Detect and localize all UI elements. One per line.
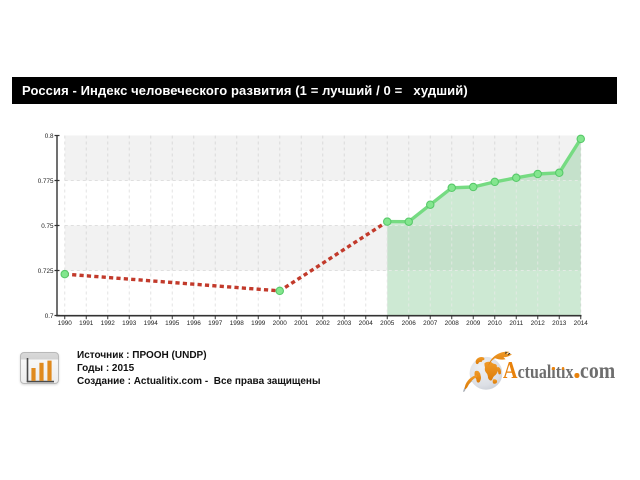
- svg-text:1997: 1997: [208, 320, 223, 327]
- svg-text:0.7: 0.7: [45, 313, 54, 320]
- svg-text:1999: 1999: [251, 320, 266, 327]
- svg-text:2005: 2005: [380, 320, 395, 327]
- svg-text:1991: 1991: [79, 320, 94, 327]
- svg-text:2001: 2001: [294, 320, 309, 327]
- svg-text:1996: 1996: [187, 320, 202, 327]
- svg-text:2000: 2000: [273, 320, 288, 327]
- svg-text:0.8: 0.8: [45, 133, 54, 140]
- svg-text:2011: 2011: [509, 320, 523, 327]
- svg-text:2014: 2014: [574, 320, 589, 327]
- svg-text:2010: 2010: [488, 320, 503, 327]
- svg-text:2013: 2013: [552, 320, 567, 327]
- svg-text:2006: 2006: [402, 320, 417, 327]
- svg-text:1995: 1995: [165, 320, 180, 327]
- svg-text:1992: 1992: [101, 320, 116, 327]
- svg-text:1998: 1998: [230, 320, 245, 327]
- svg-text:1994: 1994: [144, 320, 159, 327]
- svg-text:1993: 1993: [122, 320, 137, 327]
- svg-text:1990: 1990: [58, 320, 73, 327]
- svg-text:2007: 2007: [423, 320, 438, 327]
- svg-text:2008: 2008: [445, 320, 460, 327]
- svg-text:2012: 2012: [531, 320, 546, 327]
- svg-text:2009: 2009: [466, 320, 481, 327]
- svg-text:0.775: 0.775: [38, 178, 54, 185]
- svg-text:2002: 2002: [316, 320, 331, 327]
- svg-text:0.725: 0.725: [38, 268, 54, 275]
- svg-text:2004: 2004: [359, 320, 374, 327]
- svg-text:2003: 2003: [337, 320, 352, 327]
- svg-text:0.75: 0.75: [41, 223, 54, 230]
